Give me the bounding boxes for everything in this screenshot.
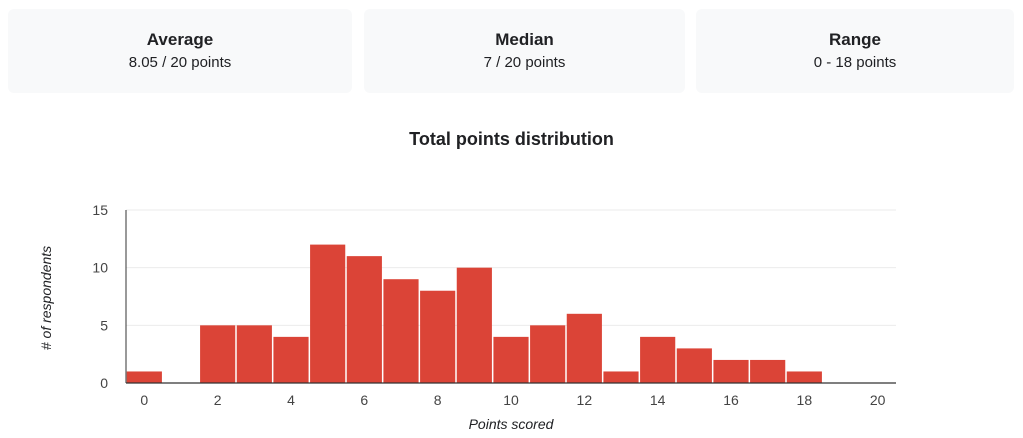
bar-4 xyxy=(273,336,309,383)
y-tick-label: 10 xyxy=(92,260,108,276)
average-card: Average 8.05 / 20 points xyxy=(8,9,352,93)
bar-10 xyxy=(493,336,529,383)
bar-0 xyxy=(126,371,162,383)
x-tick-label: 20 xyxy=(870,392,886,408)
bar-14 xyxy=(640,336,676,383)
x-tick-label: 4 xyxy=(287,392,295,408)
summary-cards: Average 8.05 / 20 points Median 7 / 20 p… xyxy=(8,9,1015,93)
range-card: Range 0 - 18 points xyxy=(696,9,1014,93)
average-value: 8.05 / 20 points xyxy=(128,54,232,71)
x-tick-label: 12 xyxy=(577,392,593,408)
bar-9 xyxy=(456,267,492,383)
y-tick-label: 5 xyxy=(100,317,108,333)
bar-6 xyxy=(346,256,382,383)
x-tick-label: 2 xyxy=(214,392,222,408)
x-tick-label: 6 xyxy=(360,392,368,408)
bar-11 xyxy=(530,325,566,383)
bar-2 xyxy=(200,325,236,383)
average-title: Average xyxy=(146,30,214,49)
bar-5 xyxy=(310,244,346,383)
bar-13 xyxy=(603,371,639,383)
bar-16 xyxy=(713,359,749,383)
x-axis-label: Points scored xyxy=(469,416,555,432)
x-tick-label: 10 xyxy=(503,392,519,408)
bar-7 xyxy=(383,279,419,383)
median-title: Median xyxy=(495,30,554,49)
bar-8 xyxy=(420,290,456,383)
bar-3 xyxy=(236,325,272,383)
tick-labels: 0 5 10 15 0 2 4 6 8 10 12 14 16 18 20 xyxy=(92,202,885,408)
x-tick-label: 0 xyxy=(140,392,148,408)
median-card: Median 7 / 20 points xyxy=(364,9,685,93)
bars xyxy=(126,244,822,383)
grid-lines xyxy=(126,209,896,326)
y-tick-label: 15 xyxy=(92,202,108,218)
chart-title: Total points distribution xyxy=(409,129,614,149)
y-tick-label: 0 xyxy=(100,375,108,391)
x-tick-label: 14 xyxy=(650,392,666,408)
x-tick-label: 18 xyxy=(797,392,813,408)
range-value: 0 - 18 points xyxy=(813,54,897,71)
x-tick-label: 8 xyxy=(434,392,442,408)
y-axis-label: # of respondents xyxy=(38,246,54,350)
range-title: Range xyxy=(829,30,881,49)
bar-17 xyxy=(750,359,786,383)
bar-12 xyxy=(566,313,602,383)
bar-18 xyxy=(786,371,822,383)
x-tick-label: 16 xyxy=(723,392,739,408)
axes xyxy=(125,210,896,384)
bar-15 xyxy=(676,348,712,383)
median-value: 7 / 20 points xyxy=(483,54,566,71)
